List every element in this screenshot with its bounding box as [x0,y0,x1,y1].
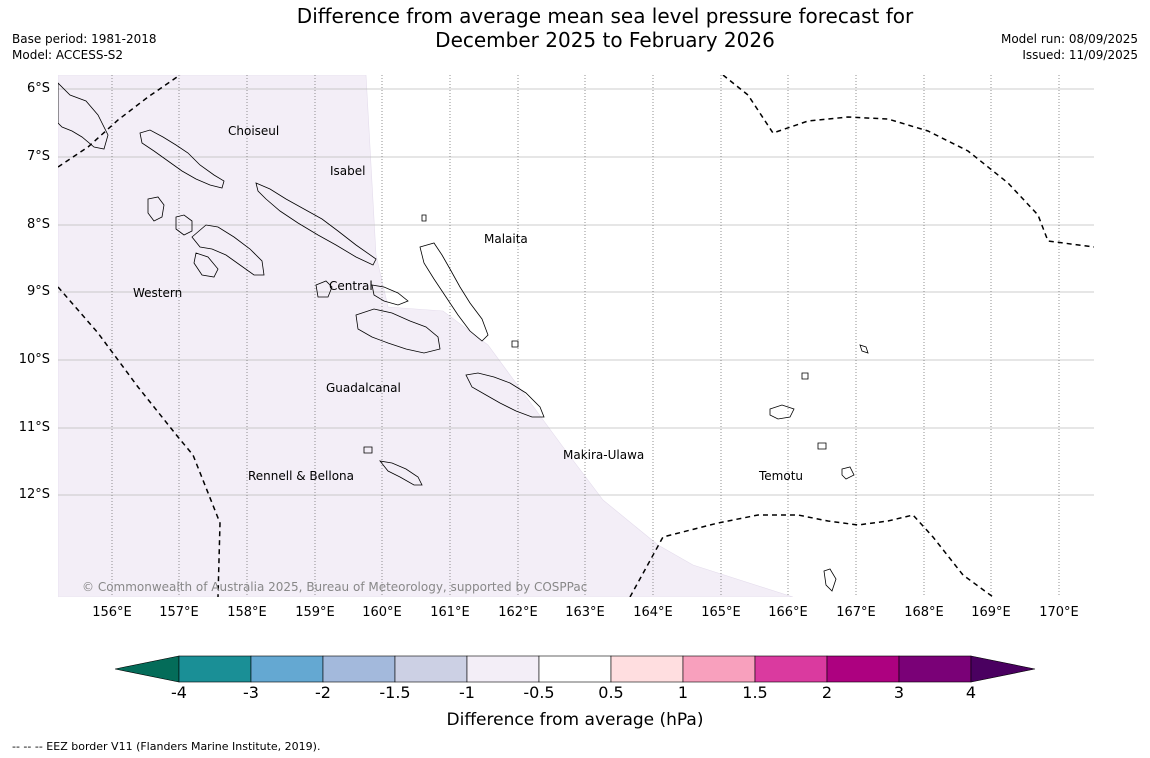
colorbar-segment [538,655,612,683]
region-label-temotu: Temotu [759,469,804,483]
latitude-gridlines [58,88,1094,496]
island-guadalcanal [355,308,441,354]
chart-title-line2: December 2025 to February 2026 [435,28,775,52]
colorbar-segment [394,655,468,683]
colorbar-tick: -1.5 [379,683,411,702]
region-label-western: Western [133,286,183,300]
lat-label-10s: 10°S [18,352,50,367]
colorbar-tick: -2 [315,683,331,702]
region-label-makira-ulawa: Makira-Ulawa [563,448,645,462]
region-label-central: Central [329,279,373,293]
island-duff [859,344,869,354]
map-svg [58,75,1094,597]
region-label-guadalcanal: Guadalcanal [326,381,401,395]
colorbar-under-triangle [115,655,180,683]
island-vella-lavella [147,196,165,222]
island-ndeni [769,404,795,420]
colorbar-label: Difference from average (hPa) [446,710,704,730]
region-label-choiseul: Choiseul [228,124,280,138]
lon-label-166e: 166°E [768,605,808,620]
lon-label-164e: 164°E [633,605,673,620]
lon-label-157e: 157°E [159,605,199,620]
colorbar-tick: 1.5 [742,683,768,702]
lon-label-167e: 167°E [836,605,876,620]
eez-border [58,75,1094,597]
island-torres [823,568,837,592]
lat-label-8s: 8°S [26,217,50,232]
eez-footnote: -- -- -- EEZ border V11 (Flanders Marine… [12,740,321,753]
colorbar-tick: -3 [243,683,259,702]
island-russell [315,280,333,298]
map-panel [58,75,1094,597]
model-run-date: Model run: 08/09/2025 [1000,32,1138,46]
island-ontong [421,214,427,222]
chart-title-line1: Difference from average mean sea level p… [296,4,914,28]
island-isabel [255,182,377,266]
model-info: Base period: 1981-2018 Model: ACCESS-S2 [12,31,157,63]
lon-label-156e: 156°E [92,605,132,620]
copyright-notice: © Commonwealth of Australia 2025, Bureau… [82,580,588,594]
island-bougainville [58,82,109,150]
island-choiseul [139,129,225,189]
island-new-georgia [191,224,265,276]
colorbar-segment [322,655,396,683]
colorbar-segment [178,655,252,683]
colorbar [115,655,1036,683]
longitude-gridlines [111,75,1060,597]
colorbar-tick: 4 [965,683,977,702]
lon-label-168e: 168°E [904,605,944,620]
run-info: Model run: 08/09/2025 Issued: 11/09/2025 [1001,31,1138,63]
colorbar-tick: 2 [821,683,833,702]
island-bellona [363,446,373,454]
colorbar-tick: -1 [459,683,475,702]
lat-label-11s: 11°S [18,420,50,435]
region-label-malaita: Malaita [484,232,528,246]
island-rennell [379,460,423,486]
colorbar-tick: 0.5 [598,683,624,702]
colorbar-segment [466,655,540,683]
lon-label-160e: 160°E [362,605,402,620]
lon-label-159e: 159°E [295,605,335,620]
lon-label-170e: 170°E [1039,605,1079,620]
colorbar-tick: -4 [171,683,187,702]
colorbar-tick: 3 [893,683,905,702]
colorbar-segment [610,655,684,683]
colorbar-segment [898,655,972,683]
island-makira [465,372,545,418]
region-label-rennell-bellona: Rennell & Bellona [248,469,355,483]
island-rendova [193,252,219,278]
island-utupua [817,442,827,450]
colorbar-segment [250,655,324,683]
colorbar-segment [682,655,756,683]
island-kolombangara [175,214,193,236]
issued-date: Issued: 11/09/2025 [1022,48,1138,62]
base-period: Base period: 1981-2018 [12,32,157,46]
colorbar-segment [826,655,900,683]
lat-label-9s: 9°S [26,284,50,299]
lat-label-6s: 6°S [26,81,50,96]
lat-label-7s: 7°S [26,149,50,164]
lon-label-158e: 158°E [227,605,267,620]
lon-label-161e: 161°E [430,605,470,620]
lon-label-165e: 165°E [701,605,741,620]
colorbar-tick: -0.5 [523,683,555,702]
lon-label-162e: 162°E [498,605,538,620]
island-vanikoro [841,466,855,480]
region-label-isabel: Isabel [330,164,366,178]
island-malaita [419,242,489,342]
anomaly-region [58,75,794,597]
model-name: Model: ACCESS-S2 [12,48,124,62]
colorbar-over-triangle [970,655,1036,683]
island-florida [371,284,409,306]
colorbar-segment [754,655,828,683]
island-reef [801,372,809,380]
island-sikaiana [511,340,519,348]
lon-label-163e: 163°E [565,605,605,620]
lat-label-12s: 12°S [18,487,50,502]
coastlines [58,82,869,592]
colorbar-segments [178,655,972,683]
lon-label-169e: 169°E [971,605,1011,620]
colorbar-tick: 1 [677,683,689,702]
